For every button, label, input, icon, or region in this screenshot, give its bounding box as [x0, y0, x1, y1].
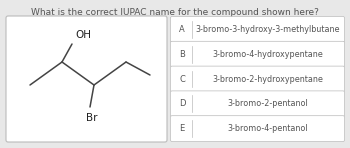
Text: D: D	[179, 99, 185, 108]
Text: 3-bromo-4-hydroxypentane: 3-bromo-4-hydroxypentane	[212, 50, 323, 59]
Text: What is the correct IUPAC name for the compound shown here?: What is the correct IUPAC name for the c…	[31, 8, 319, 17]
Text: E: E	[179, 124, 185, 133]
Text: 3-bromo-3-hydroxy-3-methylbutane: 3-bromo-3-hydroxy-3-methylbutane	[195, 25, 340, 34]
FancyBboxPatch shape	[170, 66, 344, 92]
FancyBboxPatch shape	[6, 16, 167, 142]
FancyBboxPatch shape	[170, 116, 344, 141]
Text: 3-bromo-2-pentanol: 3-bromo-2-pentanol	[227, 99, 308, 108]
Text: 3-bromo-2-hydroxypentane: 3-bromo-2-hydroxypentane	[212, 74, 323, 83]
FancyBboxPatch shape	[170, 41, 344, 67]
Text: C: C	[179, 74, 185, 83]
Text: 3-bromo-4-pentanol: 3-bromo-4-pentanol	[227, 124, 308, 133]
Text: Br: Br	[86, 113, 98, 123]
Text: B: B	[179, 50, 185, 59]
Text: A: A	[179, 25, 185, 34]
FancyBboxPatch shape	[170, 91, 344, 117]
Text: OH: OH	[75, 30, 91, 40]
FancyBboxPatch shape	[170, 16, 344, 42]
